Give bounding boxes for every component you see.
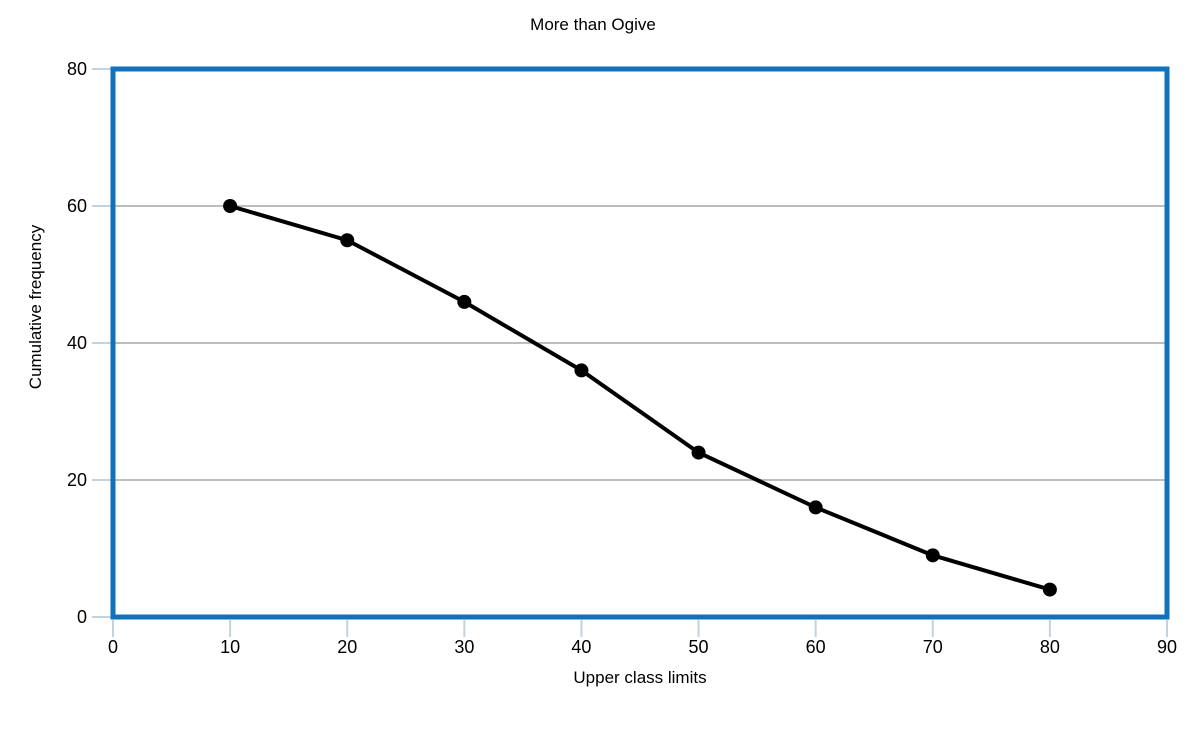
data-point — [925, 548, 940, 563]
x-tick-label: 20 — [337, 637, 357, 657]
chart-title: More than Ogive — [530, 15, 656, 34]
x-tick-label: 10 — [220, 637, 240, 657]
x-tick-label: 70 — [923, 637, 943, 657]
y-tick-label: 60 — [67, 196, 87, 216]
x-tick-label: 50 — [689, 637, 709, 657]
ogive-line — [228, 204, 1052, 592]
data-point — [691, 445, 706, 460]
x-tick-label: 60 — [806, 637, 826, 657]
x-tick-label: 0 — [108, 637, 118, 657]
x-tick-label: 40 — [571, 637, 591, 657]
data-point — [457, 294, 472, 309]
data-point — [574, 363, 589, 378]
x-axis-title: Upper class limits — [573, 668, 707, 687]
y-tick-label: 80 — [67, 59, 87, 79]
y-tick-label: 0 — [77, 607, 87, 627]
x-tick-label: 30 — [454, 637, 474, 657]
data-point — [1042, 582, 1057, 597]
plot-frame — [110, 66, 1170, 620]
y-tick-label: 40 — [67, 333, 87, 353]
data-point — [340, 233, 355, 248]
x-tick-label: 80 — [1040, 637, 1060, 657]
data-point — [223, 199, 238, 213]
x-tick-label: 90 — [1157, 637, 1177, 657]
data-point — [808, 500, 823, 515]
y-tick-label: 20 — [67, 470, 87, 490]
